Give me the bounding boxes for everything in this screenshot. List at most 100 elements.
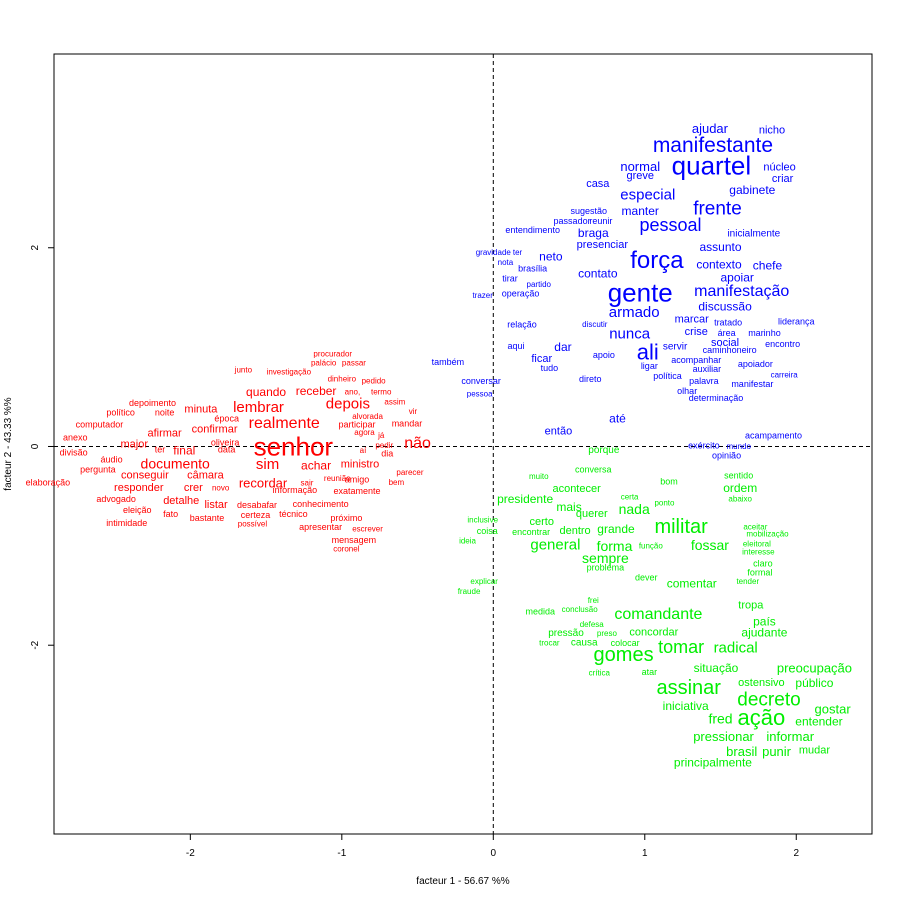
word-point: agora <box>354 428 375 437</box>
word-point: ajudante <box>741 625 787 639</box>
word-point: desabafar <box>237 500 277 510</box>
word-point: aceitar <box>743 522 767 531</box>
word-point: técnico <box>279 509 308 519</box>
word-point: sim <box>256 456 279 473</box>
word-point: confirmar <box>192 424 238 436</box>
word-point: coronel <box>333 544 359 553</box>
word-point: advogado <box>96 494 136 504</box>
word-point: ter <box>155 444 166 454</box>
word-point: quando <box>246 385 286 399</box>
word-point: informação <box>273 485 318 495</box>
word-point: radical <box>714 640 758 657</box>
word-point: manifestação <box>694 283 789 300</box>
word-point: especial <box>620 187 675 204</box>
word-point: formal <box>747 568 772 578</box>
word-point: manifestante <box>653 134 773 157</box>
word-point: braga <box>578 226 609 240</box>
word-point: crer <box>184 482 203 494</box>
word-point: exatamente <box>333 486 380 496</box>
word-point: tudo <box>541 363 559 373</box>
word-point: presidente <box>497 492 553 506</box>
word-point: comandante <box>614 606 702 623</box>
word-point: forma <box>597 538 633 554</box>
word-point: porque <box>588 445 620 456</box>
word-point: minuta <box>184 404 218 416</box>
word-point: passar <box>342 359 366 368</box>
word-point: principalmente <box>674 755 752 769</box>
word-point: liderança <box>778 316 815 326</box>
word-point: divisão <box>60 447 88 457</box>
word-point: tirar <box>502 274 518 284</box>
y-tick-label: 2 <box>30 245 41 251</box>
word-point: apoiar <box>721 271 754 285</box>
word-point: ideia <box>459 536 476 545</box>
word-point: senhor <box>254 431 334 461</box>
word-point: tropa <box>738 599 764 611</box>
word-point: intimidade <box>106 518 147 528</box>
word-point: aí <box>360 446 367 455</box>
word-point: trocar <box>539 639 560 648</box>
word-point: servir <box>663 342 688 353</box>
word-point: certa <box>621 493 639 502</box>
word-point: coisa <box>477 526 498 536</box>
word-point: ligar <box>641 361 658 371</box>
x-tick-label: 0 <box>491 848 497 859</box>
word-point: apresentar <box>299 522 342 532</box>
word-point: brasil <box>726 744 757 759</box>
word-point: assim <box>384 397 405 406</box>
word-point: final <box>173 443 195 457</box>
word-point: discutir <box>582 320 608 329</box>
word-point: fred <box>708 711 732 727</box>
word-point: quartel <box>672 150 752 180</box>
word-point: acompanhar <box>671 355 721 365</box>
word-point: documento <box>141 455 210 471</box>
word-point: chefe <box>753 259 783 273</box>
word-point: detalhe <box>163 495 199 507</box>
word-point: manter <box>622 204 659 218</box>
word-point: assinar <box>656 677 721 699</box>
word-point: público <box>795 676 833 690</box>
word-point: mundo <box>726 442 751 451</box>
word-point: câmara <box>187 469 225 481</box>
x-tick-label: 1 <box>642 848 648 859</box>
y-tick-label: -2 <box>30 640 41 649</box>
word-point: país <box>753 614 776 628</box>
word-point: eleição <box>123 505 152 515</box>
word-point: eleitoral <box>743 539 771 548</box>
x-tick-label: 2 <box>793 848 799 859</box>
word-point: militar <box>654 516 708 538</box>
word-point: medida <box>525 606 555 616</box>
word-point: caminhoneiro <box>703 345 757 355</box>
word-point: gente <box>608 277 673 307</box>
word-point: neto <box>539 250 563 264</box>
word-point: querer <box>576 508 608 520</box>
word-point: dia <box>381 448 393 458</box>
word-point: conversa <box>575 464 612 474</box>
word-point: termo <box>371 387 392 396</box>
word-point: direto <box>579 374 602 384</box>
word-point: punir <box>762 744 792 759</box>
word-point: ano, <box>345 387 361 396</box>
word-point: não <box>404 435 431 452</box>
word-point: carreira <box>771 370 799 379</box>
word-point: político <box>106 408 135 418</box>
word-point: também <box>432 357 465 367</box>
word-point: mobilização <box>746 529 789 538</box>
word-point: bom <box>660 476 678 486</box>
word-point: elaboração <box>26 477 71 487</box>
word-point: explicar <box>470 577 498 586</box>
word-point: procurador <box>313 350 352 359</box>
word-point: atar <box>642 667 658 677</box>
word-point: ministro <box>341 458 380 470</box>
word-point: participar <box>338 420 375 430</box>
word-point: palácio <box>311 359 337 368</box>
word-point: preso <box>597 629 618 638</box>
word-point: listar <box>204 499 228 511</box>
word-point: tender <box>736 577 759 586</box>
word-point: gostar <box>815 701 852 716</box>
word-point: dever <box>635 573 658 583</box>
word-point: conversar <box>461 376 501 386</box>
word-point: apoiador <box>738 359 773 369</box>
word-point: grande <box>597 522 635 536</box>
